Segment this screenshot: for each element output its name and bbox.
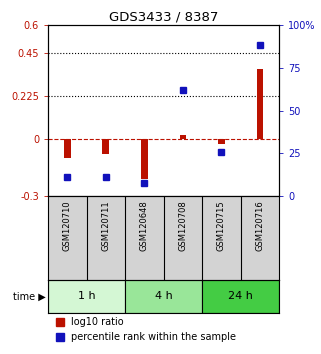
Bar xyxy=(48,280,125,313)
Bar xyxy=(125,280,202,313)
Bar xyxy=(256,69,264,139)
Bar xyxy=(202,280,279,313)
Text: time ▶: time ▶ xyxy=(13,291,46,301)
Text: GSM120711: GSM120711 xyxy=(101,200,110,251)
Bar xyxy=(102,139,109,154)
Title: GDS3433 / 8387: GDS3433 / 8387 xyxy=(109,11,218,24)
Text: GSM120708: GSM120708 xyxy=(178,200,187,251)
Text: 4 h: 4 h xyxy=(155,291,173,301)
Text: 1 h: 1 h xyxy=(78,291,95,301)
Text: 24 h: 24 h xyxy=(228,291,253,301)
Text: GSM120716: GSM120716 xyxy=(256,200,265,251)
Text: percentile rank within the sample: percentile rank within the sample xyxy=(71,332,236,342)
Bar xyxy=(218,139,225,144)
Text: GSM120648: GSM120648 xyxy=(140,200,149,251)
Text: log10 ratio: log10 ratio xyxy=(71,317,124,327)
Bar xyxy=(179,135,187,139)
Text: GSM120715: GSM120715 xyxy=(217,200,226,251)
Bar xyxy=(141,139,148,179)
Text: GSM120710: GSM120710 xyxy=(63,200,72,251)
Bar xyxy=(64,139,71,158)
